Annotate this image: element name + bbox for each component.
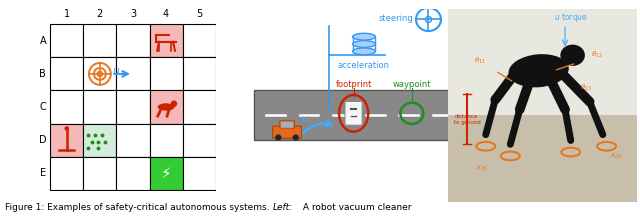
Text: ⚡: ⚡ [161,166,172,181]
Text: A robot vacuum cleaner: A robot vacuum cleaner [300,204,412,212]
Circle shape [171,101,177,107]
Bar [182,24,216,57]
Circle shape [65,126,69,131]
Text: $\theta_{11}$: $\theta_{11}$ [474,56,486,66]
Bar [116,124,150,157]
Text: 1: 1 [64,9,70,19]
Bar [83,124,116,157]
Text: 4: 4 [163,9,169,19]
FancyBboxPatch shape [345,101,362,125]
Bar [448,9,637,115]
Bar [83,157,116,190]
Bar [116,24,150,57]
Bar [50,24,83,57]
Text: acceleration: acceleration [338,61,390,70]
Bar [116,57,150,90]
Bar [116,157,150,190]
Bar [83,90,116,124]
Text: footprint: footprint [335,80,372,89]
Bar [182,124,216,157]
Text: A: A [40,36,46,46]
Text: $\theta_{12}$: $\theta_{12}$ [591,50,604,61]
Bar [83,57,116,90]
Text: 3: 3 [130,9,136,19]
Ellipse shape [353,41,376,48]
Text: Figure 1: Examples of safety-critical autonomous systems.: Figure 1: Examples of safety-critical au… [5,204,275,212]
Bar [448,115,637,202]
Bar [83,24,116,57]
FancyBboxPatch shape [281,122,293,128]
Bar [50,157,83,190]
Text: $u$: $u$ [301,114,310,124]
Ellipse shape [157,103,175,111]
Bar [150,24,182,57]
Bar [254,90,454,140]
Text: Left:: Left: [273,204,293,212]
Circle shape [275,135,282,140]
Bar [50,57,83,90]
Bar [150,124,182,157]
Bar [182,90,216,124]
Ellipse shape [353,48,376,55]
Text: distance
to ground: distance to ground [454,114,480,125]
Bar [150,90,182,124]
Text: 2: 2 [97,9,103,19]
Text: C: C [40,102,46,112]
Ellipse shape [353,33,376,40]
Bar [50,124,83,157]
Bar [150,57,182,90]
Text: steering: steering [379,14,413,23]
Ellipse shape [561,45,585,66]
Bar [182,57,216,90]
Ellipse shape [509,54,569,87]
Text: $x_{d3}$: $x_{d3}$ [611,152,623,161]
FancyBboxPatch shape [273,126,301,138]
Text: $u$: $u$ [113,66,120,76]
Text: waypoint: waypoint [392,80,431,89]
Bar [50,90,83,124]
Bar [182,157,216,190]
Text: $u$ torque: $u$ torque [554,11,588,24]
FancyBboxPatch shape [280,121,294,128]
Text: D: D [38,135,46,145]
Text: E: E [40,168,46,178]
Bar [150,157,182,190]
Text: $\theta_{13}$: $\theta_{13}$ [580,83,592,93]
Text: 5: 5 [196,9,202,19]
Circle shape [292,135,299,140]
Text: B: B [40,69,46,79]
Bar [116,90,150,124]
Text: $x_{d1}$: $x_{d1}$ [476,163,488,173]
